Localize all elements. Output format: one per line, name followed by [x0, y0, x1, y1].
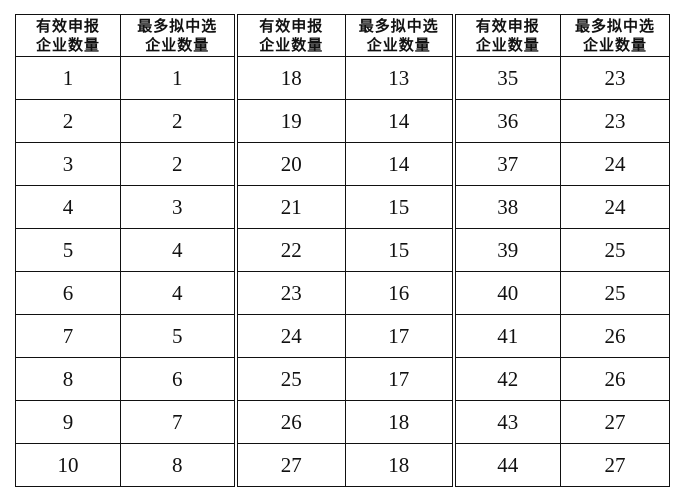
cell-max-selected: 2: [120, 99, 238, 143]
cell-max-selected: 16: [345, 271, 456, 315]
cell-max-selected: 8: [120, 443, 238, 487]
cell-max-selected: 27: [560, 400, 670, 444]
cell-max-selected: 1: [120, 56, 238, 100]
table-row: 7 5 24 17 41 26: [15, 314, 670, 358]
cell-max-selected: 14: [345, 99, 456, 143]
cell-max-selected: 15: [345, 185, 456, 229]
cell-max-selected: 17: [345, 357, 456, 401]
cell-valid-applicants: 37: [453, 142, 561, 186]
cell-max-selected: 26: [560, 357, 670, 401]
cell-max-selected: 2: [120, 142, 238, 186]
cell-valid-applicants: 23: [235, 271, 346, 315]
cell-max-selected: 26: [560, 314, 670, 358]
cell-max-selected: 23: [560, 99, 670, 143]
header-line: 企业数量: [366, 35, 431, 54]
cell-valid-applicants: 36: [453, 99, 561, 143]
cell-max-selected: 7: [120, 400, 238, 444]
header-line: 企业数量: [475, 35, 540, 54]
table-row: 1 1 18 13 35 23: [15, 56, 670, 100]
table-row: 4 3 21 15 38 24: [15, 185, 670, 229]
table-body: 1 1 18 13 35 23 2 2 19 14 36 23 3 2 20 14 37 24 4 3 21 15 38 24…: [15, 56, 670, 487]
cell-valid-applicants: 19: [235, 99, 346, 143]
cell-valid-applicants: 42: [453, 357, 561, 401]
table-row: 8 6 25 17 42 26: [15, 357, 670, 401]
cell-valid-applicants: 7: [15, 314, 121, 358]
header-max-selected: 最多拟中选 企业数量: [345, 14, 456, 57]
cell-valid-applicants: 1: [15, 56, 121, 100]
cell-max-selected: 27: [560, 443, 670, 487]
cell-max-selected: 4: [120, 228, 238, 272]
cell-max-selected: 18: [345, 443, 456, 487]
header-valid-applicants: 有效申报 企业数量: [15, 14, 121, 57]
cell-valid-applicants: 5: [15, 228, 121, 272]
header-line: 有效申报: [475, 16, 540, 35]
header-line: 最多拟中选: [137, 16, 218, 35]
cell-max-selected: 24: [560, 142, 670, 186]
cell-max-selected: 14: [345, 142, 456, 186]
cell-max-selected: 6: [120, 357, 238, 401]
header-line: 最多拟中选: [574, 16, 655, 35]
cell-max-selected: 25: [560, 228, 670, 272]
cell-valid-applicants: 4: [15, 185, 121, 229]
cell-valid-applicants: 21: [235, 185, 346, 229]
cell-valid-applicants: 41: [453, 314, 561, 358]
header-line: 企业数量: [259, 35, 324, 54]
cell-valid-applicants: 18: [235, 56, 346, 100]
header-line: 有效申报: [35, 16, 100, 35]
cell-valid-applicants: 24: [235, 314, 346, 358]
cell-max-selected: 17: [345, 314, 456, 358]
cell-max-selected: 23: [560, 56, 670, 100]
cell-valid-applicants: 35: [453, 56, 561, 100]
header-line: 企业数量: [582, 35, 647, 54]
cell-valid-applicants: 2: [15, 99, 121, 143]
cell-valid-applicants: 40: [453, 271, 561, 315]
cell-valid-applicants: 43: [453, 400, 561, 444]
cell-max-selected: 4: [120, 271, 238, 315]
cell-max-selected: 25: [560, 271, 670, 315]
cell-max-selected: 3: [120, 185, 238, 229]
cell-valid-applicants: 8: [15, 357, 121, 401]
cell-valid-applicants: 3: [15, 142, 121, 186]
table-row: 2 2 19 14 36 23: [15, 99, 670, 143]
header-max-selected: 最多拟中选 企业数量: [560, 14, 670, 57]
cell-valid-applicants: 39: [453, 228, 561, 272]
cell-max-selected: 13: [345, 56, 456, 100]
header-line: 有效申报: [259, 16, 324, 35]
cell-valid-applicants: 20: [235, 142, 346, 186]
cell-max-selected: 15: [345, 228, 456, 272]
header-valid-applicants: 有效申报 企业数量: [453, 14, 561, 57]
header-valid-applicants: 有效申报 企业数量: [235, 14, 346, 57]
header-max-selected: 最多拟中选 企业数量: [120, 14, 238, 57]
table-row: 5 4 22 15 39 25: [15, 228, 670, 272]
header-line: 最多拟中选: [358, 16, 439, 35]
cell-valid-applicants: 27: [235, 443, 346, 487]
header-row: 有效申报 企业数量 最多拟中选 企业数量 有效申报 企业数量 最多拟中选 企业数量 有效申报 企业…: [15, 14, 670, 57]
table-row: 3 2 20 14 37 24: [15, 142, 670, 186]
cell-valid-applicants: 9: [15, 400, 121, 444]
cell-valid-applicants: 26: [235, 400, 346, 444]
cell-valid-applicants: 38: [453, 185, 561, 229]
cell-valid-applicants: 6: [15, 271, 121, 315]
table-row: 9 7 26 18 43 27: [15, 400, 670, 444]
header-line: 企业数量: [35, 35, 100, 54]
enterprise-count-table: 有效申报 企业数量 最多拟中选 企业数量 有效申报 企业数量 最多拟中选 企业数量 有效申报 企业…: [15, 14, 670, 487]
cell-valid-applicants: 10: [15, 443, 121, 487]
cell-max-selected: 24: [560, 185, 670, 229]
table-row: 6 4 23 16 40 25: [15, 271, 670, 315]
header-line: 企业数量: [145, 35, 210, 54]
cell-max-selected: 5: [120, 314, 238, 358]
table-row: 10 8 27 18 44 27: [15, 443, 670, 487]
cell-valid-applicants: 44: [453, 443, 561, 487]
cell-max-selected: 18: [345, 400, 456, 444]
cell-valid-applicants: 22: [235, 228, 346, 272]
cell-valid-applicants: 25: [235, 357, 346, 401]
